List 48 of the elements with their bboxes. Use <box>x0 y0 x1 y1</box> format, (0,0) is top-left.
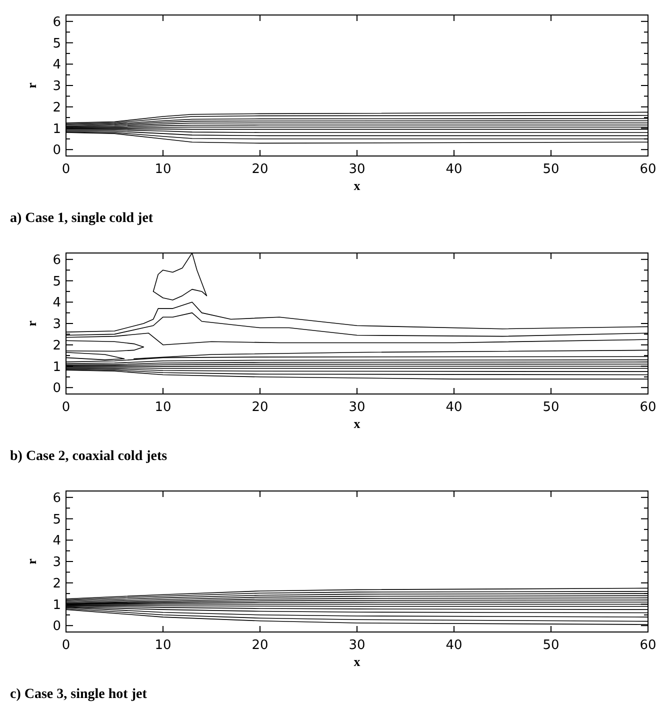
y-tick-label: 6 <box>52 14 61 30</box>
y-tick-label: 2 <box>52 576 61 592</box>
y-tick-label: 0 <box>52 143 61 158</box>
text: b) Case 2, coaxial cold jets <box>10 449 168 464</box>
y-tick-label: 4 <box>52 58 61 73</box>
y-tick-label: 3 <box>52 317 61 332</box>
x-axis-title: x <box>354 178 361 193</box>
text: a) Case 1, single cold jet <box>10 211 154 226</box>
x-tick-label: 30 <box>348 400 366 415</box>
y-axis-title: r <box>24 82 39 88</box>
x-tick-label: 50 <box>542 162 560 177</box>
x-tick-label: 60 <box>640 638 656 653</box>
y-tick-label: 1 <box>52 122 61 137</box>
y-tick-label: 1 <box>52 598 61 613</box>
y-tick-label: 5 <box>52 274 61 290</box>
x-tick-label: 50 <box>542 400 560 415</box>
y-tick-label: 5 <box>52 36 61 52</box>
x-tick-label: 60 <box>640 162 656 177</box>
y-axis-title: r <box>24 558 39 564</box>
x-tick-label: 40 <box>446 638 462 653</box>
x-tick-label: 40 <box>446 162 462 177</box>
x-tick-label: 50 <box>542 638 560 653</box>
x-tick-label: 20 <box>252 162 268 177</box>
y-tick-label: 3 <box>52 79 61 94</box>
y-tick-label: 1 <box>52 360 61 375</box>
x-tick-label: 30 <box>348 638 366 653</box>
x-tick-label: 10 <box>154 638 172 653</box>
y-tick-label: 6 <box>52 490 61 506</box>
y-axis-title: r <box>24 320 39 326</box>
y-tick-label: 0 <box>52 381 61 396</box>
x-tick-label: 30 <box>348 162 366 177</box>
y-tick-label: 3 <box>52 555 61 570</box>
y-tick-label: 2 <box>52 100 61 116</box>
y-tick-label: 4 <box>52 534 61 549</box>
y-tick-label: 6 <box>52 252 61 268</box>
x-tick-label: 10 <box>154 162 172 177</box>
y-tick-label: 2 <box>52 338 61 354</box>
x-tick-label: 60 <box>640 400 656 415</box>
x-axis-title: x <box>354 654 361 669</box>
x-tick-label: 40 <box>446 400 462 415</box>
x-axis-title: x <box>354 416 361 431</box>
text: c) Case 3, single hot jet <box>10 687 148 702</box>
x-tick-label: 20 <box>252 400 268 415</box>
y-tick-label: 0 <box>52 619 61 634</box>
x-tick-label: 20 <box>252 638 268 653</box>
x-tick-label: 10 <box>154 400 172 415</box>
y-tick-label: 4 <box>52 296 61 311</box>
y-tick-label: 5 <box>52 512 61 528</box>
